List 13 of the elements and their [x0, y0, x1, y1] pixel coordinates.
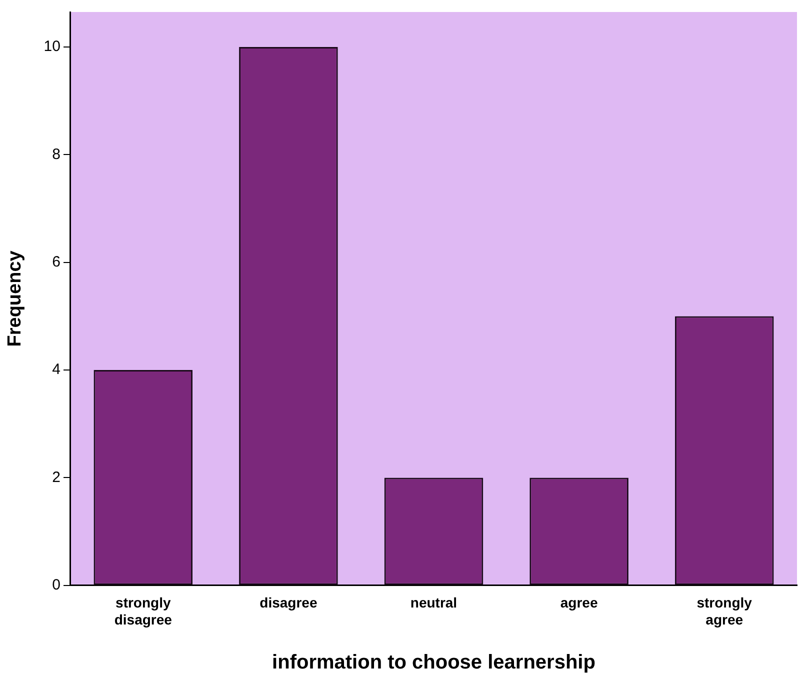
x-tick-label: strongly disagree — [114, 594, 172, 628]
y-tick-label: 8 — [52, 146, 60, 163]
y-tick-label: 4 — [52, 361, 60, 378]
x-axis-title: information to choose learnership — [272, 652, 596, 674]
y-tick-label: 2 — [52, 468, 60, 486]
y-tick-label: 0 — [52, 576, 60, 594]
y-tick-label: 6 — [52, 254, 60, 270]
x-tick-label: neutral — [410, 594, 458, 611]
y-tick-label: 10 — [44, 38, 60, 56]
x-tick-label: disagree — [260, 594, 318, 611]
x-tick-label: agree — [560, 594, 598, 611]
y-axis-title: Frequency — [4, 250, 26, 347]
x-tick-label: strongly agree — [696, 594, 752, 628]
